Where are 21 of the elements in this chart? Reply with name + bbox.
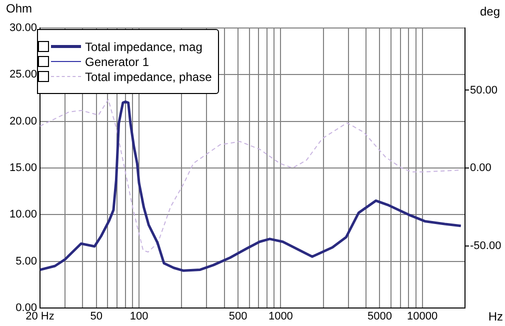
y-tick-label: 30.00	[9, 22, 37, 34]
y-axis-title: Ohm	[6, 1, 32, 16]
x-axis-title: Hz	[488, 309, 503, 324]
y2-tick-label: 0.00	[470, 162, 492, 174]
y-tick-label: 25.00	[9, 68, 37, 81]
y2-axis-title: deg	[480, 4, 500, 18]
legend-label: Total impedance, phase	[85, 70, 212, 84]
x-tick-label: 100	[130, 310, 148, 323]
x-tick-label: 1000	[268, 310, 293, 323]
legend-label: Generator 1	[85, 54, 150, 68]
x-tick-label: 500	[228, 310, 248, 323]
x-tick-label: 10000	[407, 310, 438, 323]
y2-tick-label: 50.00	[470, 84, 498, 96]
legend-label: Total impedance, mag	[85, 40, 202, 54]
y-tick-label: 15.00	[9, 162, 37, 174]
y-tick-label: 20.00	[9, 115, 37, 128]
x-tick-label: 50	[90, 310, 102, 323]
x-tick-label: 5000	[367, 310, 392, 323]
y-tick-label: 10.00	[9, 208, 37, 221]
y2-tick-label: -50.00	[470, 240, 502, 252]
y-tick-label: 5.00	[16, 255, 37, 268]
